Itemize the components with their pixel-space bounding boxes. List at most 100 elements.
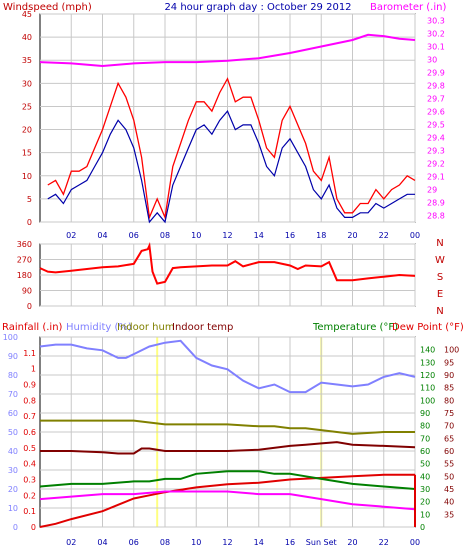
baro-tick-label: 29.2: [427, 160, 445, 169]
x-tick-label: 04: [97, 538, 107, 547]
x-tick-label: 04: [97, 231, 107, 240]
humidity-line: [39, 339, 416, 394]
compass-label: N: [436, 306, 443, 317]
baro-tick-label: 29.7: [427, 95, 445, 104]
direction-tick-label: 0: [27, 302, 32, 311]
wind-direction-line: [39, 242, 416, 285]
x-tick-label: 20: [347, 231, 357, 240]
temp-inner-tick-label: 90: [444, 371, 454, 380]
wind-tick-label: 10: [22, 172, 32, 181]
x-tick-label: 10: [191, 231, 201, 240]
rain-tick-label: 0.6: [23, 428, 36, 437]
temp-outer-tick-label: 10: [420, 510, 430, 519]
x-tick-label: 06: [129, 231, 139, 240]
x-tick-label: 12: [222, 231, 232, 240]
temp-inner-tick-label: 75: [444, 409, 454, 418]
rain-tick-label: 0: [31, 523, 36, 532]
x-tick-label: 20: [347, 538, 357, 547]
temp-outer-tick-label: 70: [420, 434, 430, 443]
baro-tick-label: 29.8: [427, 82, 445, 91]
indoor-humidity-line: [40, 419, 415, 435]
baro-tick-label: 28.9: [427, 199, 445, 208]
x-tick-label: 00: [410, 538, 420, 547]
x-tick-label: 00: [410, 231, 420, 240]
x-tick-label: 16: [285, 231, 295, 240]
humidity-tick-label: 50: [8, 428, 18, 437]
temp-inner-tick-label: 70: [444, 422, 454, 431]
barometer-axis-label: Barometer (.in): [370, 2, 446, 13]
temp-inner-tick-label: 45: [444, 485, 454, 494]
x-tick-label: 14: [254, 538, 264, 547]
temp-outer-tick-label: 90: [420, 409, 430, 418]
x-tick-label: 22: [379, 538, 389, 547]
rainfall-line: [39, 473, 415, 528]
temp-outer-tick-label: 40: [420, 472, 430, 481]
direction-tick-label: 90: [22, 287, 32, 296]
baro-tick-label: 30.3: [427, 17, 445, 26]
temp-outer-tick-label: 140: [420, 346, 435, 355]
baro-tick-label: 28.8: [427, 212, 445, 221]
humidity-tick-label: 10: [8, 504, 18, 513]
rain-tick-label: 0.9: [23, 381, 36, 390]
humidity-tick-label: 60: [8, 409, 18, 418]
temp-outer-tick-label: 20: [420, 498, 430, 507]
wind-tick-label: 5: [27, 195, 32, 204]
x-tick-label: 10: [191, 538, 201, 547]
humidity-tick-label: 40: [8, 447, 18, 456]
wind-tick-label: 15: [22, 149, 32, 158]
baro-tick-label: 29.1: [427, 173, 445, 182]
temp-inner-tick-label: 95: [444, 358, 454, 367]
baro-tick-label: 30: [427, 56, 437, 65]
direction-tick-label: 360: [17, 240, 32, 249]
temp-outer-tick-label: 130: [420, 358, 435, 367]
humidity-tick-label: 20: [8, 485, 18, 494]
rain-tick-label: 0.5: [23, 444, 36, 453]
temp-outer-tick-label: 60: [420, 447, 430, 456]
legend-indoor-hum: Indoor hum: [117, 322, 175, 333]
humidity-tick-label: 0: [13, 523, 18, 532]
humidity-tick-label: 100: [3, 333, 18, 342]
legend-indoor-temp: Indoor temp: [172, 322, 233, 333]
chart-title: 24 hour graph day : October 29 2012: [164, 2, 351, 13]
temp-outer-tick-label: 110: [420, 384, 435, 393]
x-tick-label: 02: [66, 231, 76, 240]
x-tick-label: 08: [160, 538, 170, 547]
x-tick-label: 18: [316, 231, 326, 240]
humidity-tick-label: 70: [8, 390, 18, 399]
temp-inner-tick-label: 100: [444, 346, 459, 355]
temp-outer-tick-label: 100: [420, 396, 435, 405]
temp-outer-tick-label: 50: [420, 460, 430, 469]
rain-tick-label: 0.1: [23, 507, 36, 516]
baro-tick-label: 29.3: [427, 147, 445, 156]
temp-inner-tick-label: 65: [444, 434, 454, 443]
temp-outer-tick-label: 120: [420, 371, 435, 380]
legend-humidity: Humidity (%): [66, 322, 132, 333]
x-tick-label: 16: [285, 538, 295, 547]
x-tick-label: 22: [379, 231, 389, 240]
x-tick-label: 12: [222, 538, 232, 547]
baro-tick-label: 29: [427, 186, 437, 195]
humidity-tick-label: 30: [8, 466, 18, 475]
windspeed-line: [47, 77, 416, 220]
wind-tick-label: 20: [22, 126, 32, 135]
wind-tick-label: 45: [22, 10, 32, 19]
temp-outer-tick-label: 30: [420, 485, 430, 494]
direction-tick-label: 270: [17, 256, 32, 265]
temp-inner-tick-label: 60: [444, 447, 454, 456]
baro-tick-label: 30.2: [427, 30, 445, 39]
humidity-tick-label: 80: [8, 371, 18, 380]
baro-tick-label: 29.9: [427, 69, 445, 78]
temp-outer-tick-label: 0: [420, 523, 425, 532]
temp-inner-tick-label: 40: [444, 498, 454, 507]
legend-dew-point: Dew Point (°F): [392, 322, 464, 333]
temp-inner-tick-label: 85: [444, 384, 454, 393]
rain-tick-label: 0.4: [23, 460, 36, 469]
legend-temperature: Temperature (°F): [312, 322, 398, 333]
baro-tick-label: 29.5: [427, 121, 445, 130]
baro-tick-label: 30.1: [427, 43, 445, 52]
temp-outer-tick-label: 80: [420, 422, 430, 431]
wind-tick-label: 30: [22, 79, 32, 88]
wind-tick-label: 0: [27, 218, 32, 227]
x-tick-label: Sun Set: [306, 538, 337, 547]
